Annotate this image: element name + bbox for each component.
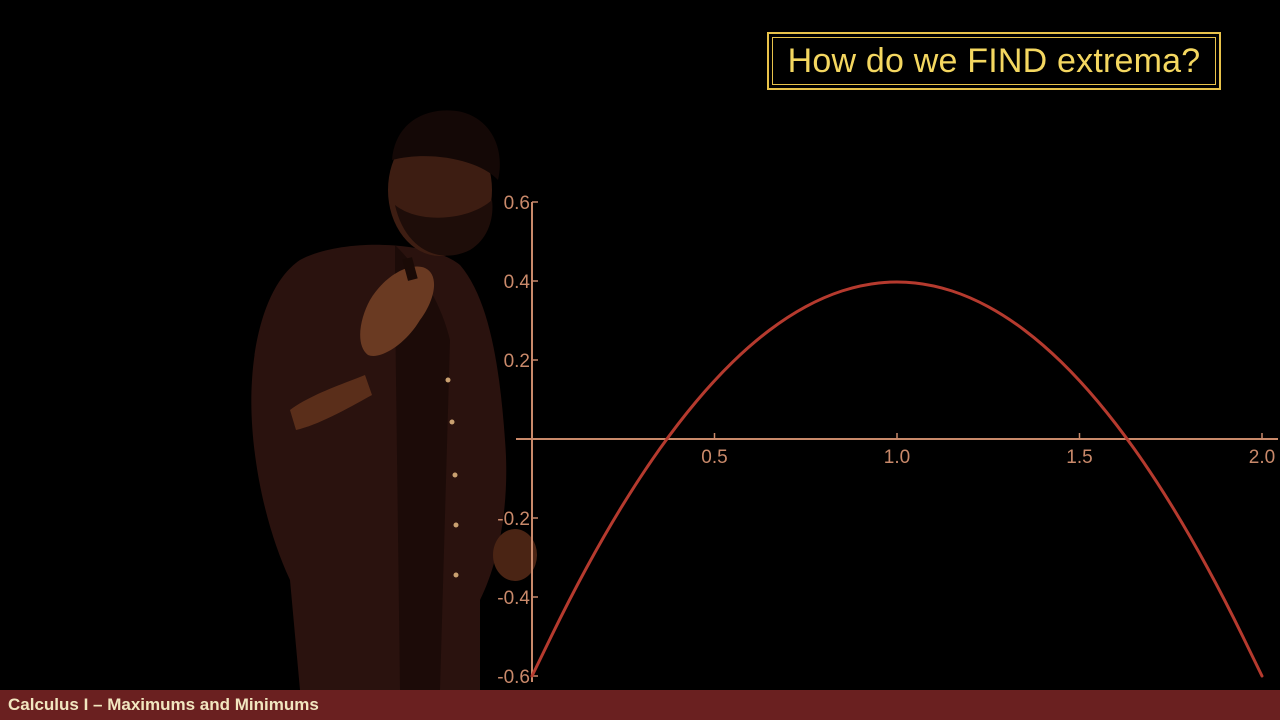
shirt-buttons <box>445 377 459 578</box>
x-tick-label: 0.5 <box>701 447 727 468</box>
y-tick-label: -0.2 <box>497 509 530 530</box>
y-tick-label: 0.4 <box>504 272 531 293</box>
series-line <box>530 280 1264 678</box>
footer-course-title: Calculus I – Maximums and Minimums <box>8 695 319 714</box>
footer-bar: Calculus I – Maximums and Minimums <box>0 690 1280 720</box>
x-tick-label: 1.0 <box>884 447 910 468</box>
y-tick-label: -0.4 <box>497 588 530 609</box>
y-tick-label: -0.6 <box>497 667 530 688</box>
slide-title: How do we FIND extrema? <box>787 41 1201 80</box>
chart-series <box>530 280 1264 678</box>
y-tick-label: 0.6 <box>504 193 530 214</box>
presenter-head <box>388 110 500 256</box>
slide-title-box: How do we FIND extrema? <box>767 32 1221 90</box>
chart-axes <box>516 202 1278 682</box>
x-tick-label: 2.0 <box>1249 447 1275 468</box>
presenter-hand <box>290 257 537 581</box>
x-tick-label: 1.5 <box>1066 447 1092 468</box>
presenter-body <box>251 244 507 690</box>
chart-ticks: 0.5 1.0 1.5 2.0 0.6 0.4 0.2 -0.2 -0.4 -0.6 <box>497 193 1275 688</box>
y-tick-label: 0.2 <box>504 351 530 372</box>
